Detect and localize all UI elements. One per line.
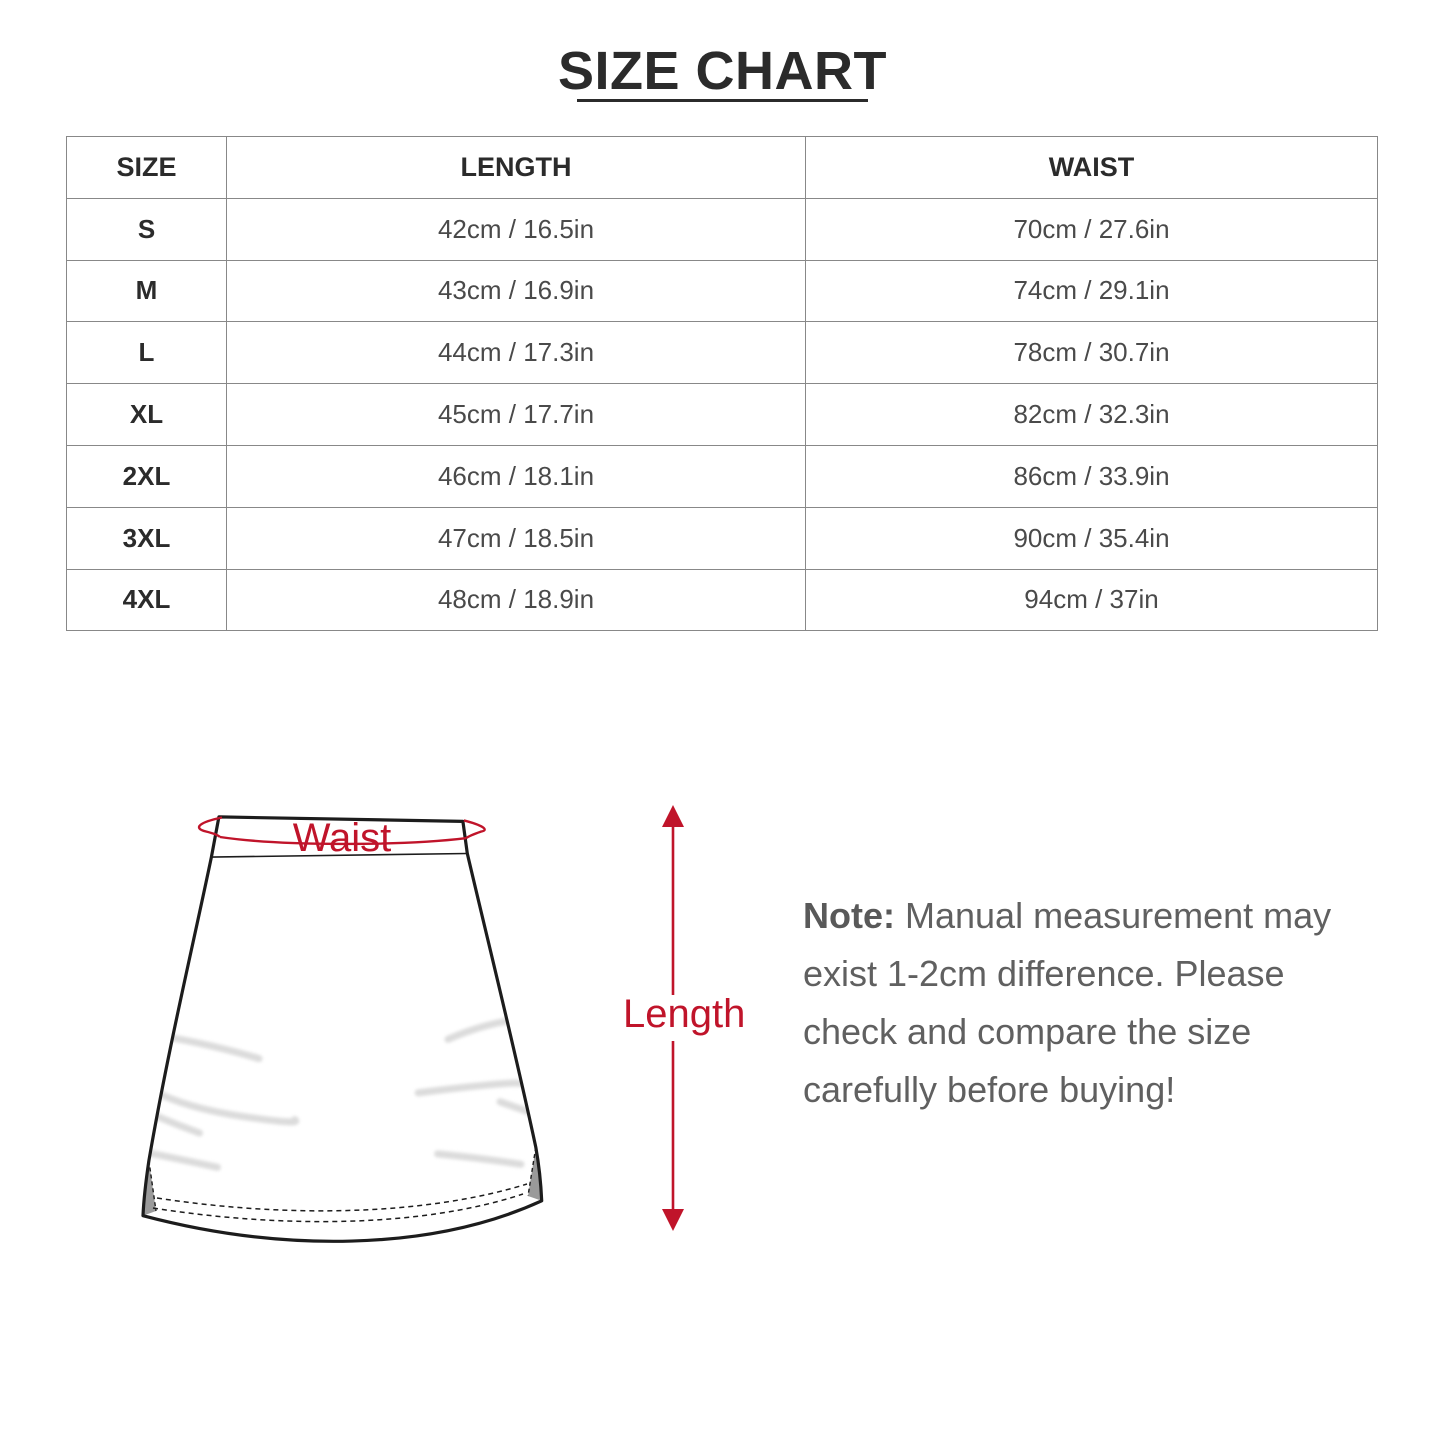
svg-text:Waist: Waist xyxy=(293,816,392,860)
svg-text:Length: Length xyxy=(623,992,743,1036)
